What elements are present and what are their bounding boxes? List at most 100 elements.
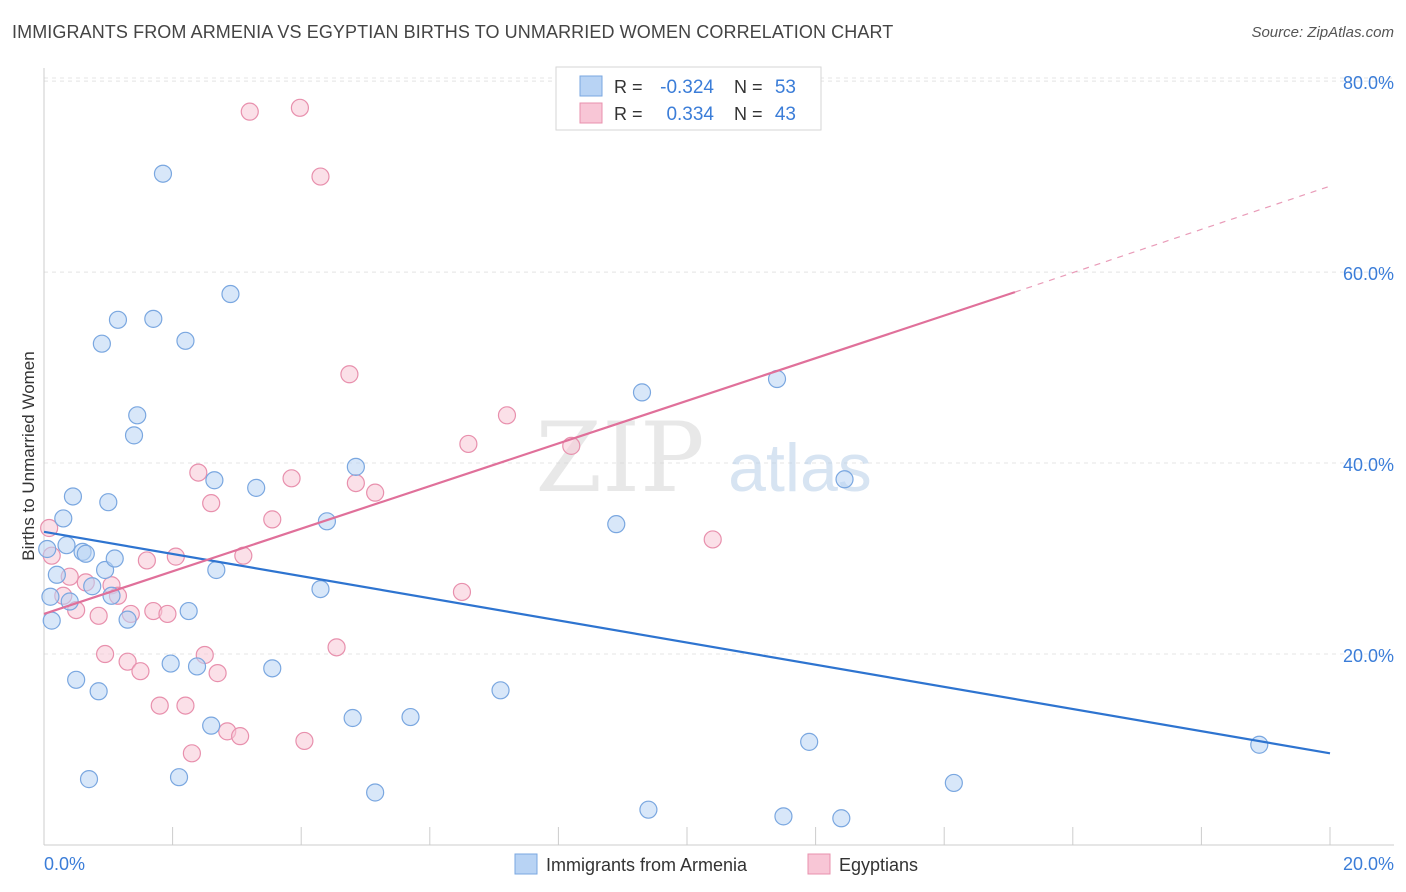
y-axis-label: Births to Unmarried Women: [19, 351, 38, 560]
armenia-n-label: N =: [734, 77, 763, 97]
armenia-points: [38, 164, 1269, 828]
armenia-point[interactable]: [89, 682, 108, 701]
armenia-point[interactable]: [774, 807, 793, 826]
armenia-point[interactable]: [79, 770, 99, 789]
egyptians-point[interactable]: [459, 434, 478, 454]
armenia-point[interactable]: [57, 536, 76, 555]
egyptians-point[interactable]: [118, 652, 137, 671]
armenia-point[interactable]: [202, 716, 221, 735]
armenia-point[interactable]: [366, 783, 385, 802]
egyptians-point[interactable]: [137, 551, 156, 570]
legend-armenia-label[interactable]: Immigrants from Armenia: [546, 855, 748, 875]
armenia-n-value: 53: [775, 77, 796, 98]
egyptians-point[interactable]: [497, 406, 517, 425]
egypt-swatch: [579, 102, 603, 124]
armenia-point[interactable]: [105, 549, 124, 568]
armenia-point[interactable]: [63, 487, 83, 506]
egypt-n-value: 43: [775, 104, 796, 125]
egyptians-point[interactable]: [311, 167, 330, 186]
armenia-point[interactable]: [944, 773, 963, 793]
chart-title: IMMIGRANTS FROM ARMENIA VS EGYPTIAN BIRT…: [12, 22, 894, 42]
egyptians-point[interactable]: [158, 604, 177, 624]
armenia-point[interactable]: [263, 659, 282, 678]
armenia-point[interactable]: [401, 707, 420, 727]
armenia-point[interactable]: [832, 809, 851, 828]
armenia-point[interactable]: [800, 732, 819, 751]
egyptians-point[interactable]: [131, 662, 150, 681]
egyptians-point[interactable]: [263, 510, 282, 529]
egyptians-point[interactable]: [89, 606, 108, 625]
egypt-r-value: 0.334: [666, 104, 714, 125]
armenia-point[interactable]: [144, 309, 163, 328]
egyptians-point[interactable]: [452, 582, 472, 602]
armenia-point[interactable]: [41, 587, 60, 606]
armenia-point[interactable]: [102, 586, 121, 605]
armenia-point[interactable]: [153, 164, 173, 183]
armenia-r-value: -0.324: [660, 77, 714, 98]
egyptians-point[interactable]: [176, 696, 195, 715]
legend-armenia-swatch[interactable]: [514, 853, 538, 875]
armenia-point[interactable]: [169, 768, 189, 787]
armenia-point[interactable]: [491, 681, 510, 700]
egyptians-point[interactable]: [282, 469, 301, 488]
armenia-point[interactable]: [67, 670, 86, 689]
armenia-point[interactable]: [38, 539, 57, 559]
egyptians-point[interactable]: [182, 744, 201, 763]
x-ticks: [43, 827, 1331, 845]
armenia-point[interactable]: [607, 515, 626, 534]
armenia-point[interactable]: [639, 800, 658, 819]
legend-egypt-label[interactable]: Egyptians: [839, 855, 918, 875]
egyptians-point[interactable]: [208, 664, 227, 683]
armenia-point[interactable]: [99, 493, 118, 512]
axes: [43, 68, 1394, 846]
armenia-point[interactable]: [343, 708, 362, 728]
source-label: Source: ZipAtlas.com: [1251, 24, 1394, 41]
armenia-point[interactable]: [83, 577, 102, 596]
armenia-point[interactable]: [47, 565, 66, 584]
egyptians-point[interactable]: [346, 474, 365, 493]
egyptians-point[interactable]: [366, 483, 385, 502]
armenia-point[interactable]: [221, 284, 240, 304]
armenia-r-label: R =: [614, 77, 643, 97]
egyptians-point[interactable]: [150, 696, 169, 715]
armenia-point[interactable]: [247, 478, 266, 497]
armenia-point[interactable]: [346, 457, 365, 476]
egyptians-point[interactable]: [290, 98, 310, 117]
armenia-point[interactable]: [124, 426, 144, 445]
armenia-point[interactable]: [161, 654, 180, 673]
egyptians-point[interactable]: [703, 530, 722, 549]
armenia-point[interactable]: [1250, 735, 1269, 754]
armenia-point[interactable]: [92, 334, 111, 353]
egyptians-point[interactable]: [295, 731, 314, 751]
egyptians-point[interactable]: [327, 638, 346, 657]
armenia-point[interactable]: [118, 610, 137, 629]
armenia-point[interactable]: [76, 544, 95, 563]
armenia-point[interactable]: [42, 611, 61, 630]
egyptians-point[interactable]: [189, 463, 208, 482]
armenia-point[interactable]: [311, 579, 330, 599]
armenia-point[interactable]: [176, 331, 195, 350]
egyptians-point[interactable]: [340, 365, 359, 384]
armenia-point[interactable]: [108, 310, 128, 329]
armenia-point[interactable]: [632, 383, 652, 402]
y-tick-label: 20.0%: [1343, 646, 1394, 666]
egyptians-point[interactable]: [240, 102, 259, 121]
armenia-point[interactable]: [128, 406, 147, 425]
armenia-point[interactable]: [835, 470, 854, 489]
legend-egypt-swatch[interactable]: [807, 853, 831, 875]
y-tick-label: 60.0%: [1343, 264, 1394, 284]
armenia-point[interactable]: [205, 471, 224, 490]
armenia-point[interactable]: [207, 560, 226, 580]
armenia-point[interactable]: [54, 509, 73, 528]
egyptians-point[interactable]: [95, 644, 115, 664]
watermark-zip: ZIP: [535, 402, 704, 514]
egyptians-point[interactable]: [202, 494, 221, 513]
egyptians-point[interactable]: [231, 727, 250, 746]
y-tick-labels: 20.0% 40.0% 60.0% 80.0%: [1343, 73, 1394, 666]
legend: Immigrants from Armenia Egyptians: [514, 853, 918, 875]
egypt-r-label: R =: [614, 104, 643, 124]
armenia-trend-line: [43, 530, 1331, 755]
armenia-point[interactable]: [187, 657, 207, 676]
armenia-point[interactable]: [179, 601, 198, 621]
